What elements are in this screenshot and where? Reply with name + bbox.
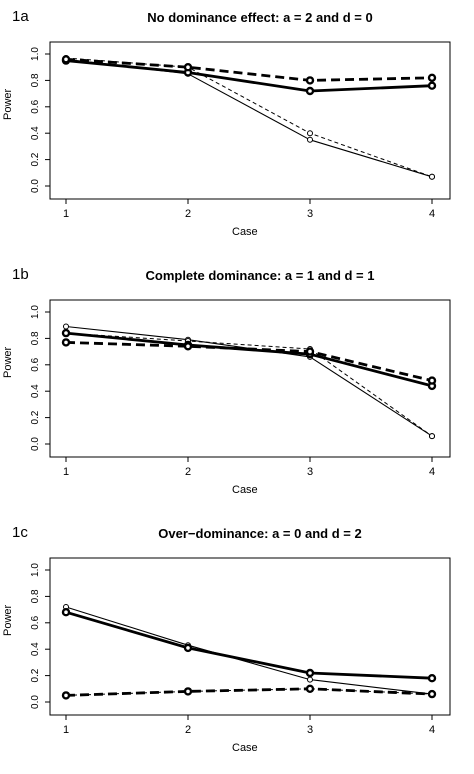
series-line-thin-solid bbox=[65, 325, 433, 437]
chart-title: No dominance effect: a = 2 and d = 0 bbox=[147, 10, 373, 25]
chart-title: Over−dominance: a = 0 and d = 2 bbox=[158, 526, 362, 541]
data-point-thick-solid bbox=[305, 668, 315, 678]
y-tick-label: 0.4 bbox=[30, 642, 41, 656]
data-point-thin-solid bbox=[307, 136, 313, 143]
x-tick-label: 2 bbox=[185, 724, 191, 736]
plot-area: 1 2 3 4 0.0 0.2 0.4 0.6 0.8 1.0 bbox=[30, 41, 451, 220]
x-tick-label: 1 bbox=[63, 724, 69, 736]
data-point-thick-dashed bbox=[183, 342, 193, 351]
series-line-thick-solid bbox=[65, 331, 433, 388]
x-tick-label: 1 bbox=[63, 466, 69, 478]
data-point-thick-solid bbox=[61, 607, 71, 617]
data-point-thick-solid bbox=[427, 81, 437, 90]
data-point-thick-dashed bbox=[183, 62, 193, 72]
data-point-thick-dashed bbox=[305, 347, 315, 356]
y-tick-label: 1.0 bbox=[30, 305, 41, 319]
data-point-thick-dashed bbox=[305, 76, 315, 85]
plot-frame bbox=[49, 299, 451, 458]
series-line-thick-solid bbox=[65, 59, 433, 93]
y-tick-label: 0.8 bbox=[30, 331, 41, 345]
y-tick-label: 0.2 bbox=[30, 152, 41, 166]
x-tick-label: 4 bbox=[429, 724, 435, 736]
y-tick-label: 0.4 bbox=[30, 384, 41, 398]
panel-tag: 1c bbox=[12, 524, 28, 541]
data-point-thin-solid bbox=[307, 676, 313, 683]
data-point-thick-dashed bbox=[61, 338, 71, 347]
x-axis-label: Case bbox=[232, 484, 258, 496]
data-point-thin-solid bbox=[63, 323, 69, 330]
y-tick-label: 0.8 bbox=[30, 73, 41, 87]
series-line-thin-dashed bbox=[65, 57, 433, 178]
x-tick-label: 3 bbox=[307, 208, 313, 220]
y-tick-label: 0.8 bbox=[30, 589, 41, 603]
y-tick-label: 0.4 bbox=[30, 126, 41, 140]
series-line-thin-solid bbox=[65, 58, 433, 178]
y-tick-label: 1.0 bbox=[30, 47, 41, 61]
x-tick-label: 2 bbox=[185, 466, 191, 478]
data-point-thick-dashed bbox=[61, 691, 71, 700]
x-tick-label: 4 bbox=[429, 208, 435, 220]
data-point-thin-dashed bbox=[307, 130, 313, 137]
series-line-thick-dashed bbox=[65, 57, 433, 82]
series-line-thick-dashed bbox=[65, 687, 433, 697]
data-point-thin-dashed bbox=[429, 433, 435, 440]
x-tick-label: 3 bbox=[307, 466, 313, 478]
data-point-thick-dashed bbox=[305, 684, 315, 694]
data-point-thick-dashed bbox=[183, 687, 193, 696]
x-tick-label: 2 bbox=[185, 208, 191, 220]
data-point-thick-dashed bbox=[427, 73, 437, 83]
chart-panel-1b: 1b Complete dominance: a = 1 and d = 1 P… bbox=[0, 258, 474, 516]
data-point-thick-dashed bbox=[427, 376, 437, 385]
data-point-thick-solid bbox=[61, 328, 71, 338]
plot-frame bbox=[49, 41, 451, 200]
x-tick-label: 1 bbox=[63, 208, 69, 220]
plot-area: 1 2 3 4 0.0 0.2 0.4 0.6 0.8 1.0 bbox=[30, 299, 451, 478]
y-tick-label: 1.0 bbox=[30, 563, 41, 577]
data-point-thick-solid bbox=[427, 673, 437, 683]
data-point-thick-dashed bbox=[61, 55, 71, 64]
panel-tag: 1a bbox=[12, 8, 29, 25]
y-tick-label: 0.0 bbox=[30, 695, 41, 709]
x-tick-label: 4 bbox=[429, 466, 435, 478]
data-point-thin-dashed bbox=[429, 173, 435, 180]
y-tick-label: 0.6 bbox=[30, 99, 41, 113]
data-point-thick-solid bbox=[305, 86, 315, 96]
y-tick-label: 0.2 bbox=[30, 410, 41, 424]
y-tick-label: 0.0 bbox=[30, 179, 41, 193]
plot-area: 1 2 3 4 0.0 0.2 0.4 0.6 0.8 1.0 bbox=[30, 557, 451, 736]
y-tick-label: 0.0 bbox=[30, 437, 41, 451]
x-axis-label: Case bbox=[232, 742, 258, 754]
chart-panel-1c: 1c Over−dominance: a = 0 and d = 2 Power… bbox=[0, 516, 474, 774]
y-tick-label: 0.2 bbox=[30, 668, 41, 682]
data-point-thick-dashed bbox=[427, 689, 437, 699]
series-line-thick-dashed bbox=[65, 341, 433, 382]
y-tick-label: 0.6 bbox=[30, 615, 41, 629]
chart-panel-1a: 1a No dominance effect: a = 2 and d = 0 … bbox=[0, 0, 474, 258]
series-line-thin-solid bbox=[65, 606, 433, 695]
x-tick-label: 3 bbox=[307, 724, 313, 736]
series-line-thin-dashed bbox=[65, 332, 433, 437]
chart-title: Complete dominance: a = 1 and d = 1 bbox=[145, 268, 375, 283]
y-tick-label: 0.6 bbox=[30, 357, 41, 371]
panel-tag: 1b bbox=[12, 266, 29, 283]
data-point-thick-solid bbox=[183, 643, 193, 653]
series-line-thick-solid bbox=[65, 610, 433, 680]
x-axis-label: Case bbox=[232, 226, 258, 238]
plot-frame bbox=[49, 557, 451, 716]
